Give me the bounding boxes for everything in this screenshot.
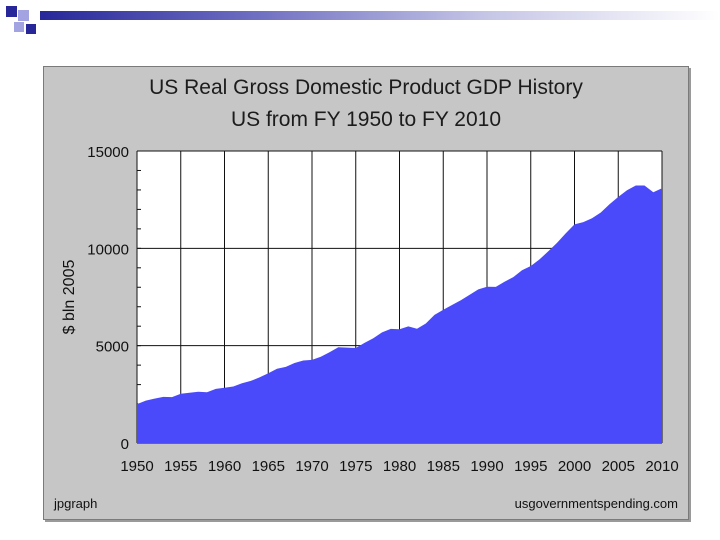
x-tick-label: 1955 <box>164 458 197 475</box>
x-tick-label: 1960 <box>208 458 241 475</box>
y-tick-label: 15000 <box>87 144 129 161</box>
x-tick-label: 2010 <box>645 458 678 475</box>
decoration-gradient-bar <box>40 11 720 20</box>
slide-decoration <box>0 0 720 40</box>
y-tick-label: 10000 <box>87 241 129 258</box>
chart-plot: 1950 1955 1960 1965 1970 1975 1980 1985 1990 1995… <box>61 144 679 475</box>
x-tick-label: 2005 <box>602 458 635 475</box>
decoration-square-light <box>18 10 29 21</box>
x-tick-label: 1970 <box>295 458 328 475</box>
x-ticks: 1950 1955 1960 1965 1970 1975 1980 1985 1990 1995… <box>120 458 678 475</box>
footer-credit-right: usgovernmentspending.com <box>514 496 678 511</box>
y-axis-label: $ bln 2005 <box>61 260 78 335</box>
chart-subtitle: US from FY 1950 to FY 2010 <box>230 108 502 131</box>
x-tick-label: 1990 <box>470 458 503 475</box>
x-tick-label: 1995 <box>514 458 547 475</box>
gdp-area <box>137 185 662 443</box>
chart-frame: US Real Gross Domestic Product GDP Histo… <box>43 66 689 520</box>
y-tick-label: 5000 <box>96 339 129 356</box>
footer-credit-left: jpgraph <box>54 496 98 511</box>
chart-title: US Real Gross Domestic Product GDP Histo… <box>149 76 583 99</box>
x-tick-label: 1985 <box>427 458 460 475</box>
x-tick-label: 1965 <box>252 458 285 475</box>
decoration-square-dark <box>6 6 17 17</box>
decoration-square-light <box>14 22 24 32</box>
x-tick-label: 2000 <box>558 458 591 475</box>
x-tick-label: 1975 <box>339 458 372 475</box>
y-tick-label: 0 <box>121 436 129 453</box>
x-tick-label: 1980 <box>383 458 416 475</box>
x-tick-label: 1950 <box>120 458 153 475</box>
decoration-square-dark <box>26 24 36 34</box>
y-ticks: 0 5000 10000 15000 <box>87 144 129 453</box>
